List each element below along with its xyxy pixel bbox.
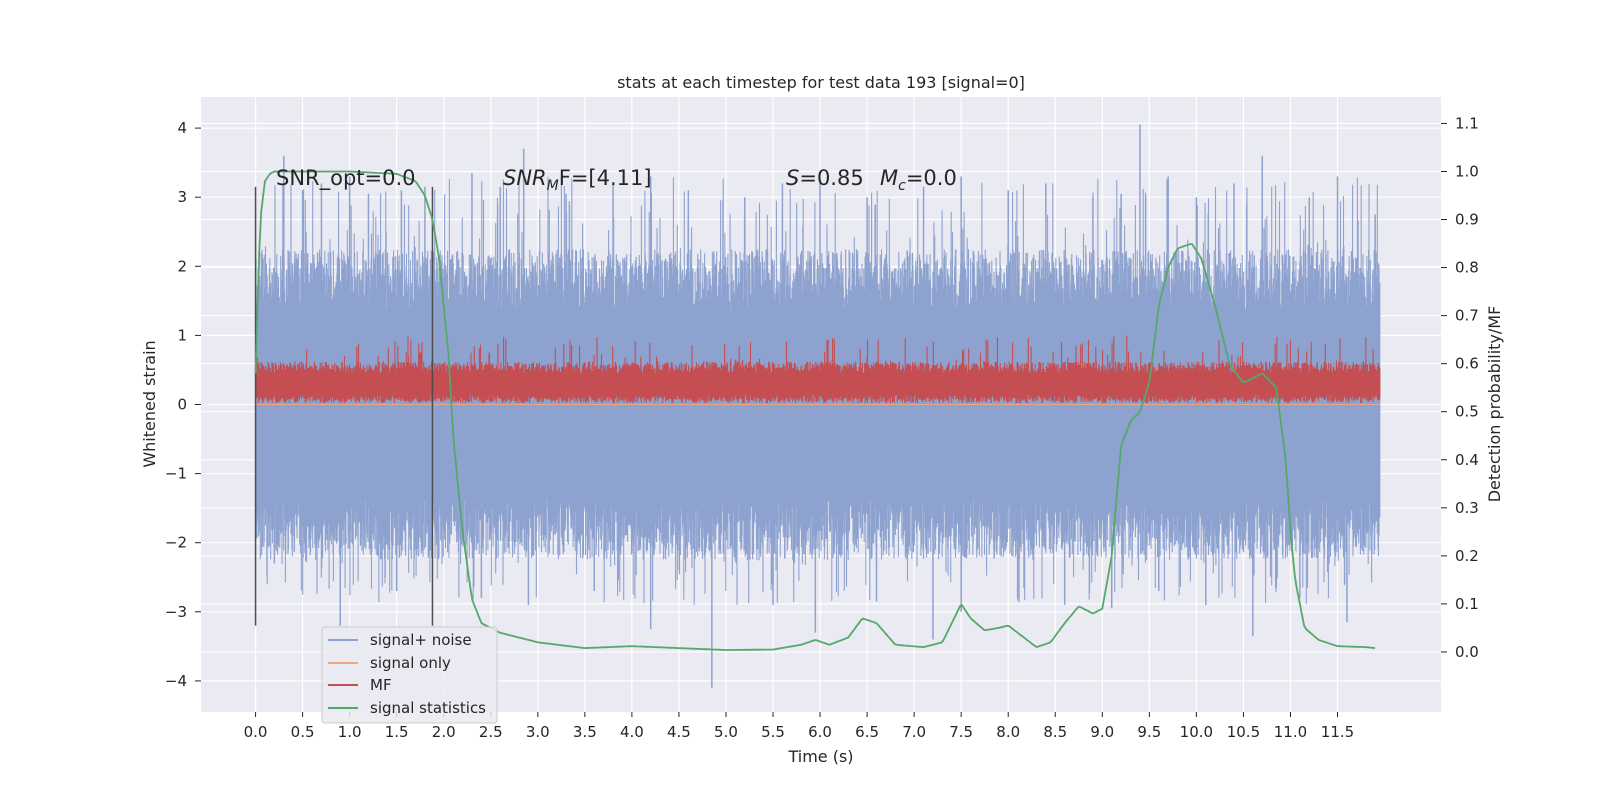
x-tick-label: 9.0 xyxy=(1090,723,1114,741)
x-tick-label: 2.5 xyxy=(479,723,503,741)
y-left-tick-label: 2 xyxy=(177,257,187,275)
y-left-tick-label: 4 xyxy=(177,119,187,137)
signal-statistics-trace xyxy=(254,170,1376,651)
x-tick-label: 11.0 xyxy=(1274,723,1307,741)
y-right-tick-label: 1.0 xyxy=(1455,162,1479,180)
annotation-snr-mf: SNRMF=[4.11] xyxy=(503,166,652,194)
x-tick-label: 4.5 xyxy=(667,723,691,741)
legend-label-signal-statistics: signal statistics xyxy=(370,699,486,717)
y-left-tick-label: −2 xyxy=(165,534,187,552)
y-left-axis-label: Whitened strain xyxy=(140,340,159,467)
annotation-snr-mf-sub: M xyxy=(547,178,559,194)
annotation-s-label: S xyxy=(786,166,799,190)
annotation-s: S=0.85 xyxy=(786,166,864,190)
y-left-tick-label: 3 xyxy=(177,188,187,206)
x-tick-label: 10.5 xyxy=(1227,723,1260,741)
y-right-axis-ticks: 1.1 1.0 0.9 0.8 0.7 0.6 0.5 0.4 0.3 0.2 0.1 0.0 xyxy=(1441,114,1479,661)
x-tick-label: 3.5 xyxy=(573,723,597,741)
y-left-tick-label: −1 xyxy=(165,465,187,483)
x-tick-label: 10.0 xyxy=(1180,723,1213,741)
x-tick-label: 1.5 xyxy=(385,723,409,741)
x-tick-label: 4.0 xyxy=(620,723,644,741)
x-tick-label: 6.0 xyxy=(808,723,832,741)
x-tick-label: 8.5 xyxy=(1043,723,1067,741)
x-tick-label: 8.0 xyxy=(996,723,1020,741)
x-tick-label: 5.0 xyxy=(714,723,738,741)
x-tick-label: 5.5 xyxy=(761,723,785,741)
y-left-tick-label: −3 xyxy=(165,603,187,621)
x-tick-label: 11.5 xyxy=(1321,723,1354,741)
series-signal-statistics xyxy=(254,170,1376,651)
annotation-mc-sub: c xyxy=(898,178,906,194)
x-tick-label: 9.5 xyxy=(1137,723,1161,741)
y-right-tick-label: 1.1 xyxy=(1455,114,1479,132)
legend-label-signal-only: signal only xyxy=(370,654,451,672)
y-right-tick-label: 0.7 xyxy=(1455,307,1479,325)
annotation-s-value: =0.85 xyxy=(799,166,863,190)
x-tick-label: 2.0 xyxy=(432,723,456,741)
y-left-tick-label: −4 xyxy=(165,672,187,690)
y-right-tick-label: 0.5 xyxy=(1455,403,1479,421)
y-left-tick-label: 1 xyxy=(177,326,187,344)
y-right-tick-label: 0.9 xyxy=(1455,211,1479,229)
y-left-axis-ticks: 4 3 2 1 0 −1 −2 −3 −4 xyxy=(165,119,201,690)
y-right-axis-label: Detection probability/MF xyxy=(1485,306,1504,503)
chart-title: stats at each timestep for test data 193… xyxy=(617,73,1025,92)
y-right-tick-label: 0.8 xyxy=(1455,259,1479,277)
legend-label-signal-plus-noise: signal+ noise xyxy=(370,631,472,649)
x-axis-label: Time (s) xyxy=(787,747,853,766)
x-tick-label: 7.5 xyxy=(949,723,973,741)
y-right-tick-label: 0.2 xyxy=(1455,547,1479,565)
y-right-tick-label: 0.0 xyxy=(1455,643,1479,661)
x-tick-label: 0.0 xyxy=(244,723,268,741)
legend: signal+ noise signal only MF signal stat… xyxy=(321,626,498,724)
legend-box xyxy=(321,626,498,724)
annotation-snr-mf-prefix: SNR xyxy=(503,166,547,190)
y-right-tick-label: 0.4 xyxy=(1455,451,1479,469)
annotation-mc-label: M xyxy=(880,166,898,190)
x-tick-label: 3.0 xyxy=(526,723,550,741)
y-right-tick-label: 0.1 xyxy=(1455,595,1479,613)
y-right-tick-label: 0.6 xyxy=(1455,355,1479,373)
x-tick-label: 0.5 xyxy=(291,723,315,741)
annotation-mc-value: =0.0 xyxy=(906,166,957,190)
annotation-snr-mf-suffix: F=[4.11] xyxy=(559,166,652,190)
annotation-snr-opt: SNR_opt=0.0 xyxy=(276,166,416,191)
x-axis-ticks: 0.0 0.5 1.0 1.5 2.0 2.5 3.0 3.5 4.0 4.5 5.0 5.5 6.0 6… xyxy=(244,712,1354,741)
x-tick-label: 7.0 xyxy=(902,723,926,741)
y-left-tick-label: 0 xyxy=(177,396,187,414)
x-tick-label: 1.0 xyxy=(338,723,362,741)
legend-label-mf: MF xyxy=(370,676,392,694)
annotation-mc: Mc=0.0 xyxy=(880,166,957,194)
vertical-markers xyxy=(254,186,434,626)
x-tick-label: 6.5 xyxy=(855,723,879,741)
y-right-tick-label: 0.3 xyxy=(1455,499,1479,517)
